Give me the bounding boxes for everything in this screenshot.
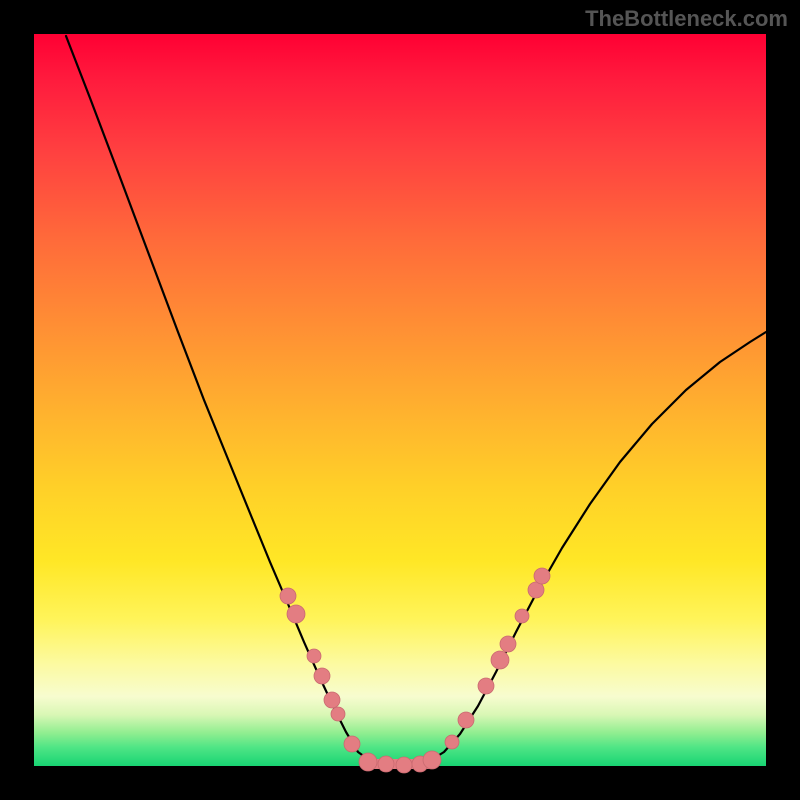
plot-background [34,34,766,766]
curve-marker [344,736,360,752]
curve-marker [280,588,296,604]
curve-marker [534,568,550,584]
curve-marker [478,678,494,694]
curve-marker [324,692,340,708]
curve-marker [359,753,377,771]
curve-marker [287,605,305,623]
curve-marker [515,609,529,623]
curve-marker [331,707,345,721]
chart-stage: TheBottleneck.com [0,0,800,800]
curve-marker [500,636,516,652]
curve-marker [378,756,394,772]
curve-marker [314,668,330,684]
curve-marker [307,649,321,663]
curve-marker [445,735,459,749]
curve-marker [458,712,474,728]
curve-marker [396,757,412,773]
curve-marker [491,651,509,669]
curve-marker [528,582,544,598]
bottleneck-chart [0,0,800,800]
curve-marker [423,751,441,769]
